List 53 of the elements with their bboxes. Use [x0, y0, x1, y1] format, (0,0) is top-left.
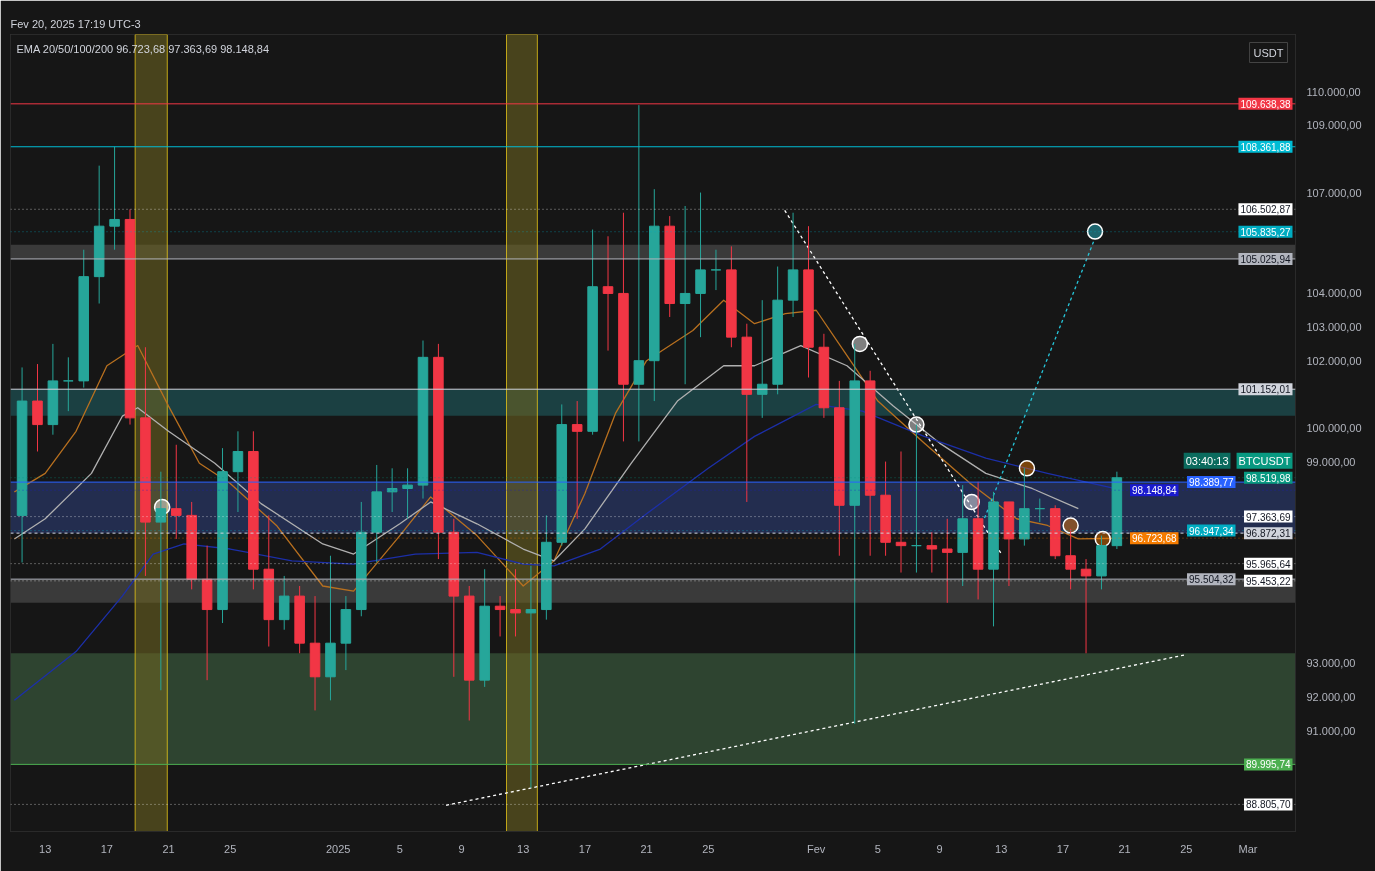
x-tick-label: 17	[1056, 842, 1070, 855]
x-tick-label: Mar	[1238, 842, 1258, 855]
y-tick-label: 102.000,00	[1306, 354, 1362, 367]
chart-title: Fev 20, 2025 17:19 UTC-3	[10, 17, 141, 30]
ref-line-label: 105.835,27	[1240, 226, 1291, 238]
x-tick-label: 13	[39, 842, 52, 855]
x-tick-label: 21	[162, 842, 175, 855]
x-tick-label: 13	[517, 842, 530, 855]
x-tick-label: 9	[458, 842, 465, 855]
y-tick-label: 103.000,00	[1306, 321, 1362, 334]
x-tick-label: 21	[1118, 842, 1131, 855]
ref-line-label: 96.872,31	[1246, 528, 1291, 540]
ref-line-label: 95.965,64	[1246, 558, 1291, 570]
y-axis-title: USDT	[1253, 46, 1284, 59]
y-tick-label: 100.000,00	[1306, 421, 1362, 434]
ref-line-label: 105.025,94	[1240, 253, 1291, 265]
x-tick-label: 17	[100, 842, 114, 855]
x-tick-label: 5	[874, 842, 881, 855]
x-tick-label: 13	[995, 842, 1008, 855]
ref-line-label: 96.947,34	[1189, 525, 1234, 537]
ref-line-label: 98.519,98	[1246, 472, 1291, 484]
ref-line-label: 95.504,32	[1189, 574, 1234, 586]
annotation: 03:40:13	[1185, 454, 1229, 467]
y-tick-label: 110.000,00	[1306, 85, 1361, 98]
ref-line-label: 95.453,22	[1246, 575, 1291, 587]
x-tick-label: 17	[578, 842, 592, 855]
x-tick-label: 25	[702, 842, 715, 855]
x-tick-label: 5	[396, 842, 403, 855]
x-tick-label: 2025	[325, 842, 351, 855]
y-tick-label: 109.000,00	[1306, 119, 1362, 132]
y-tick-label: 93.000,00	[1306, 657, 1356, 670]
y-tick-label: 104.000,00	[1306, 287, 1362, 300]
ref-line-label: 98.148,84	[1132, 485, 1177, 497]
y-tick-label: 99.000,00	[1306, 455, 1356, 468]
annotation: EMA 20/50/100/200 96.723,68 97.363,69 98.148,84	[16, 42, 270, 55]
x-tick-label: 25	[1180, 842, 1193, 855]
ref-line-label: 101.152,01	[1240, 384, 1291, 396]
y-tick-label: 91.000,00	[1306, 724, 1356, 737]
ref-line-label: 106.502,87	[1240, 204, 1291, 216]
ref-line-label: 89.995,74	[1246, 759, 1291, 771]
ref-line-label: 109.638,38	[1240, 98, 1291, 110]
annotation: BTCUSDT	[1238, 454, 1291, 467]
ref-line-label: 108.361,88	[1240, 141, 1291, 153]
y-tick-label: 107.000,00	[1306, 186, 1362, 199]
ref-line-label: 98.389,77	[1189, 477, 1234, 489]
ref-line-label: 97.363,69	[1246, 511, 1291, 523]
ref-line-label: 96.723,68	[1132, 533, 1177, 545]
x-tick-label: Fev	[807, 842, 826, 855]
x-tick-label: 9	[936, 842, 943, 855]
y-tick-label: 92.000,00	[1306, 690, 1356, 703]
ref-line-label: 88.805,70	[1246, 799, 1291, 811]
x-tick-label: 21	[640, 842, 653, 855]
x-tick-label: 25	[224, 842, 237, 855]
